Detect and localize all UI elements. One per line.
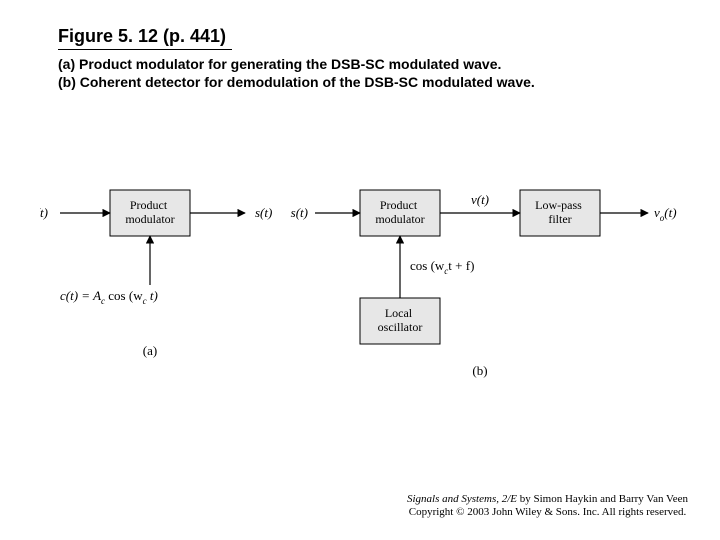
label-vot: vo(t) <box>654 205 677 223</box>
footer-byline: by Simon Haykin and Barry Van Veen <box>517 493 688 505</box>
figure-title: Figure 5. 12 (p. 441) <box>58 26 232 50</box>
subfig-tag-b: (b) <box>472 363 487 378</box>
footer-credit: Signals and Systems, 2/E by Simon Haykin… <box>407 493 688 521</box>
label-carrier-b: cos (wct + f) <box>410 258 474 276</box>
block-diagram: Product modulator m(t) s(t) c(t) = Ac co… <box>40 160 680 400</box>
figure-caption-b: (b) Coherent detector for demodulation o… <box>58 74 535 90</box>
figure-caption-a: (a) Product modulator for generating the… <box>58 56 501 72</box>
box-product-modulator-a-label: Product modulator <box>125 198 174 226</box>
label-vt: v(t) <box>471 192 489 207</box>
label-mt: m(t) <box>40 205 48 220</box>
footer-book-title: Signals and Systems, 2/E <box>407 493 517 505</box>
label-st-b: s(t) <box>291 205 308 220</box>
box-product-modulator-b-label: Product modulator <box>375 198 424 226</box>
subfig-tag-a: (a) <box>143 343 157 358</box>
footer-copyright: Copyright © 2003 John Wiley & Sons. Inc.… <box>407 506 688 520</box>
label-st-a: s(t) <box>255 205 272 220</box>
label-carrier-a: c(t) = Ac cos (wc t) <box>60 288 158 306</box>
